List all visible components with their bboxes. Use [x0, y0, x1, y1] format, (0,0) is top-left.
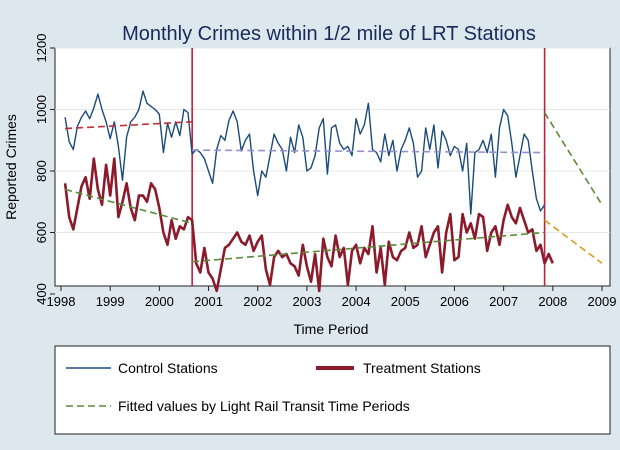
fitted-lines — [64, 112, 603, 264]
legend-label-treatment: Treatment Stations — [363, 360, 481, 376]
y-axis-label: Reported Crimes — [3, 114, 19, 220]
x-tick-label: 2008 — [538, 294, 567, 309]
x-tick-label: 2003 — [292, 294, 321, 309]
x-tick-label: 2001 — [194, 294, 223, 309]
fitted-line-6 — [544, 219, 603, 264]
y-tick-label: 1000 — [34, 95, 49, 124]
x-tick-label: 2006 — [440, 294, 469, 309]
x-tick-label: 2005 — [391, 294, 420, 309]
chart-title: Monthly Crimes within 1/2 mile of LRT St… — [122, 23, 536, 45]
fitted-line-3 — [543, 112, 603, 206]
x-axis: 1998 1999 2000 2001 2002 2003 2004 2005 2006 2007… — [47, 286, 617, 309]
x-tick-label: 2000 — [145, 294, 174, 309]
x-tick-label: 1998 — [47, 294, 76, 309]
x-tick-label: 2007 — [489, 294, 518, 309]
y-tick-label: 800 — [34, 160, 49, 182]
y-tick-label: 400 — [34, 283, 49, 305]
fitted-line-2 — [192, 149, 545, 154]
x-axis-label: Time Period — [294, 321, 369, 337]
legend: Control Stations Treatment Stations Fitt… — [54, 345, 611, 435]
period-break-lines — [191, 48, 546, 286]
series-lines — [63, 90, 554, 293]
x-tick-label: 2009 — [588, 294, 617, 309]
legend-label-fitted: Fitted values by Light Rail Transit Time… — [118, 398, 410, 414]
y-tick-label: 600 — [34, 222, 49, 244]
fitted-line-5 — [192, 231, 545, 263]
legend-label-control: Control Stations — [118, 360, 218, 376]
y-tick-label: 1200 — [34, 34, 49, 63]
x-tick-label: 2002 — [243, 294, 272, 309]
x-tick-label: 2004 — [342, 294, 371, 309]
treatment-stations-line — [63, 157, 554, 293]
control-stations-line — [64, 90, 546, 215]
legend-box — [54, 345, 611, 435]
y-axis: 400 600 800 1000 1200 — [34, 34, 55, 305]
x-tick-label: 1999 — [96, 294, 125, 309]
